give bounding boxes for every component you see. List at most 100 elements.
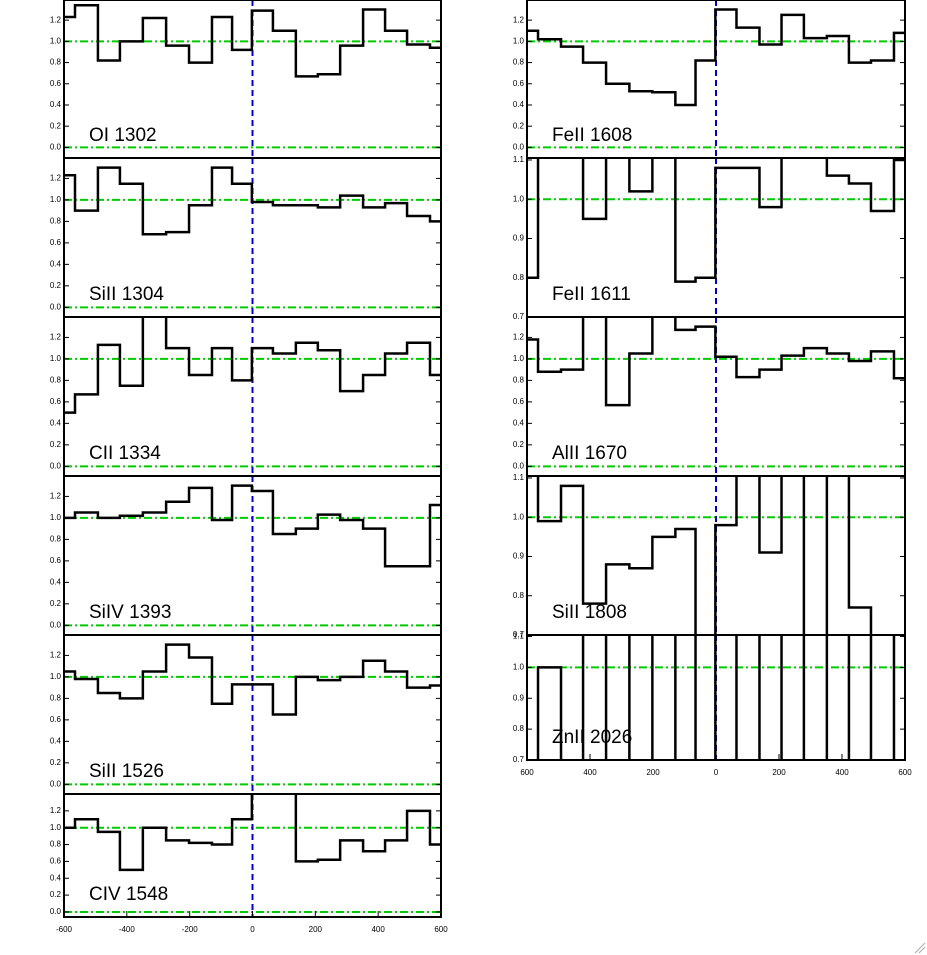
flux-step	[64, 643, 441, 716]
panel-label: OI 1302	[89, 125, 157, 146]
panel: 0.0 0.2 0.4 0.6 0.8 1.0 1.2 OI 1302	[50, 0, 442, 159]
y-tick-label: 1.2	[50, 333, 62, 342]
plot-area	[527, 0, 905, 158]
y-tick-label: 0.9	[513, 552, 525, 561]
y-tick-label: 0.7	[513, 755, 525, 764]
y-tick-label: 0.8	[513, 273, 525, 282]
flux-step	[527, 158, 905, 283]
panel: 0.0 0.2 0.4 0.6 0.8 1.0 1.2 FeII 1608	[513, 0, 906, 159]
y-tick-label: 0.4	[513, 100, 525, 109]
y-tick-label: 0.0	[50, 143, 62, 152]
y-tick-label: 0.4	[50, 736, 62, 745]
y-tick-label: 1.0	[50, 513, 62, 522]
y-tick-label: 0.2	[513, 121, 525, 130]
y-tick-label: 0.4	[513, 418, 525, 427]
y-tick-label: 0.8	[513, 724, 525, 733]
panel: 0.7 0.8 0.9 1.0 1.1 FeII 1611	[513, 155, 906, 321]
y-tick-label: 0.6	[50, 857, 62, 866]
panel: 0.0 0.2 0.4 0.6 0.8 1.0 1.2 -600 -400 -200 0 200 400…	[50, 793, 448, 934]
flux-step	[64, 4, 441, 78]
y-tick-label: 0.6	[50, 556, 62, 565]
y-tick-label: 1.2	[50, 806, 62, 815]
y-tick-label: 0.8	[50, 840, 62, 849]
y-tick-label: 0.6	[513, 397, 525, 406]
flux-step	[64, 166, 441, 236]
plot-area	[527, 158, 905, 317]
y-tick-label: 0.0	[513, 461, 525, 470]
y-tick-label: 0.4	[50, 100, 62, 109]
y-tick-label: 0.7	[513, 630, 525, 639]
y-tick-label: 1.0	[50, 36, 62, 45]
y-tick-label: 1.0	[513, 663, 525, 672]
y-tick-label: 0.2	[50, 440, 62, 449]
x-tick-label: 0	[714, 768, 719, 777]
plot-area	[527, 476, 905, 635]
y-tick-label: 1.1	[513, 155, 525, 164]
panel-label: FeII 1608	[552, 125, 632, 146]
x-tick-label: 400	[583, 768, 597, 777]
panel: 0.0 0.2 0.4 0.6 0.8 1.0 1.2 SiIV 1393	[50, 475, 442, 636]
y-tick-label: 0.8	[50, 693, 62, 702]
y-tick-label: 0.0	[50, 620, 62, 629]
x-tick-label: 600	[898, 768, 912, 777]
y-tick-label: 0.0	[50, 302, 62, 311]
y-tick-label: 1.2	[50, 492, 62, 501]
y-tick-label: 0.8	[50, 534, 62, 543]
flux-step	[64, 794, 441, 872]
y-tick-label: 1.0	[513, 512, 525, 521]
plot-area	[64, 158, 441, 317]
y-tick-label: 0.4	[50, 577, 62, 586]
panel-label: SiII 1526	[89, 761, 164, 782]
y-tick-label: 0.8	[513, 375, 525, 384]
panel: 0.7 0.8 0.9 1.0 1.1 SiII 1808	[513, 473, 906, 639]
y-tick-label: 0.7	[513, 312, 525, 321]
y-tick-label: 0.4	[50, 873, 62, 882]
x-tick-label: 400	[371, 925, 385, 934]
y-tick-label: 0.6	[50, 79, 62, 88]
resize-grip	[914, 942, 926, 954]
y-tick-label: 1.2	[513, 333, 525, 342]
panel-label: AlII 1670	[552, 443, 627, 464]
panel-label: FeII 1611	[552, 284, 631, 305]
y-tick-label: 0.6	[50, 238, 62, 247]
flux-step	[536, 476, 873, 635]
panel-label: SiII 1304	[89, 284, 164, 305]
y-tick-label: 1.2	[50, 651, 62, 660]
y-tick-label: 1.1	[513, 632, 525, 641]
y-tick-label: 1.0	[50, 672, 62, 681]
x-tick-label: -400	[119, 925, 136, 934]
y-tick-label: 0.6	[50, 397, 62, 406]
y-tick-label: 0.2	[50, 281, 62, 290]
y-tick-label: 0.0	[50, 461, 62, 470]
plot-area	[64, 317, 441, 476]
plot-area	[64, 635, 441, 794]
y-tick-label: 0.8	[513, 58, 525, 67]
y-tick-label: 1.2	[513, 15, 525, 24]
y-tick-label: 0.8	[50, 216, 62, 225]
flux-step	[527, 317, 905, 407]
panel: 0.0 0.2 0.4 0.6 0.8 1.0 1.2 SiII 1526	[50, 634, 442, 795]
x-tick-label: 400	[835, 768, 849, 777]
y-tick-label: 0.2	[50, 599, 62, 608]
x-tick-label: 0	[250, 925, 255, 934]
panel-label: CII 1334	[89, 443, 161, 464]
panel: 0.0 0.2 0.4 0.6 0.8 1.0 1.2 AlII 1670	[513, 316, 906, 477]
x-tick-label: 200	[646, 768, 660, 777]
y-tick-label: 0.2	[50, 890, 62, 899]
panel-label: CIV 1548	[89, 884, 168, 905]
y-tick-label: 0.9	[513, 234, 525, 243]
plot-area	[64, 0, 441, 158]
x-tick-label: 200	[309, 925, 323, 934]
y-tick-label: 0.2	[513, 440, 525, 449]
y-tick-label: 1.0	[50, 823, 62, 832]
y-tick-label: 0.6	[50, 715, 62, 724]
flux-step	[64, 317, 441, 414]
y-tick-label: 0.2	[50, 121, 62, 130]
x-tick-label: -600	[56, 925, 73, 934]
panel: 0.7 0.8 0.9 1.0 1.1 600 400 200 0 200 400 600 ZnII 2…	[513, 632, 912, 777]
y-tick-label: 1.2	[50, 174, 62, 183]
x-tick-label: 600	[520, 768, 534, 777]
y-tick-label: 0.0	[50, 779, 62, 788]
y-tick-label: 0.8	[513, 591, 525, 600]
y-tick-label: 0.6	[513, 79, 525, 88]
